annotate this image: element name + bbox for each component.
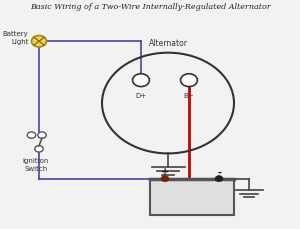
Circle shape [35,146,43,152]
Circle shape [215,176,223,182]
Text: B+: B+ [184,93,194,99]
Circle shape [38,132,46,138]
Text: D+: D+ [135,93,147,99]
Text: Alternator: Alternator [148,39,188,48]
Text: Battery
Light: Battery Light [3,31,28,44]
Circle shape [161,176,169,182]
Circle shape [181,74,197,87]
Bar [150,179,234,215]
Circle shape [133,74,149,87]
Circle shape [32,35,46,47]
Text: Basic Wiring of a Two-Wire Internally-Regulated Alternator: Basic Wiring of a Two-Wire Internally-Re… [30,3,270,11]
Circle shape [27,132,36,138]
Text: +: + [161,167,169,177]
Text: 12V: 12V [180,192,204,202]
Text: Ignition
Switch: Ignition Switch [23,158,49,172]
Text: -: - [217,167,221,177]
